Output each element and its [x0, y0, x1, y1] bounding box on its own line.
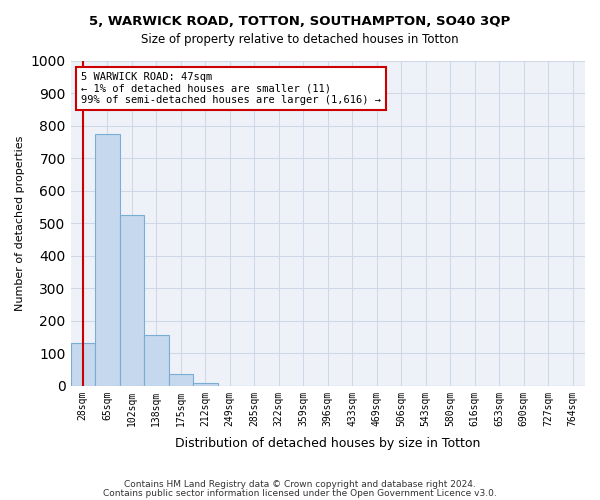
Text: Contains public sector information licensed under the Open Government Licence v3: Contains public sector information licen… — [103, 488, 497, 498]
Bar — [169, 374, 193, 386]
Bar — [71, 344, 95, 386]
Y-axis label: Number of detached properties: Number of detached properties — [15, 136, 25, 311]
Text: 5, WARWICK ROAD, TOTTON, SOUTHAMPTON, SO40 3QP: 5, WARWICK ROAD, TOTTON, SOUTHAMPTON, SO… — [89, 15, 511, 28]
X-axis label: Distribution of detached houses by size in Totton: Distribution of detached houses by size … — [175, 437, 481, 450]
Bar — [119, 215, 144, 386]
Bar — [144, 336, 169, 386]
Text: Contains HM Land Registry data © Crown copyright and database right 2024.: Contains HM Land Registry data © Crown c… — [124, 480, 476, 489]
Bar — [95, 134, 119, 386]
Bar — [193, 382, 218, 386]
Text: Size of property relative to detached houses in Totton: Size of property relative to detached ho… — [141, 32, 459, 46]
Text: 5 WARWICK ROAD: 47sqm
← 1% of detached houses are smaller (11)
99% of semi-detac: 5 WARWICK ROAD: 47sqm ← 1% of detached h… — [81, 72, 381, 105]
